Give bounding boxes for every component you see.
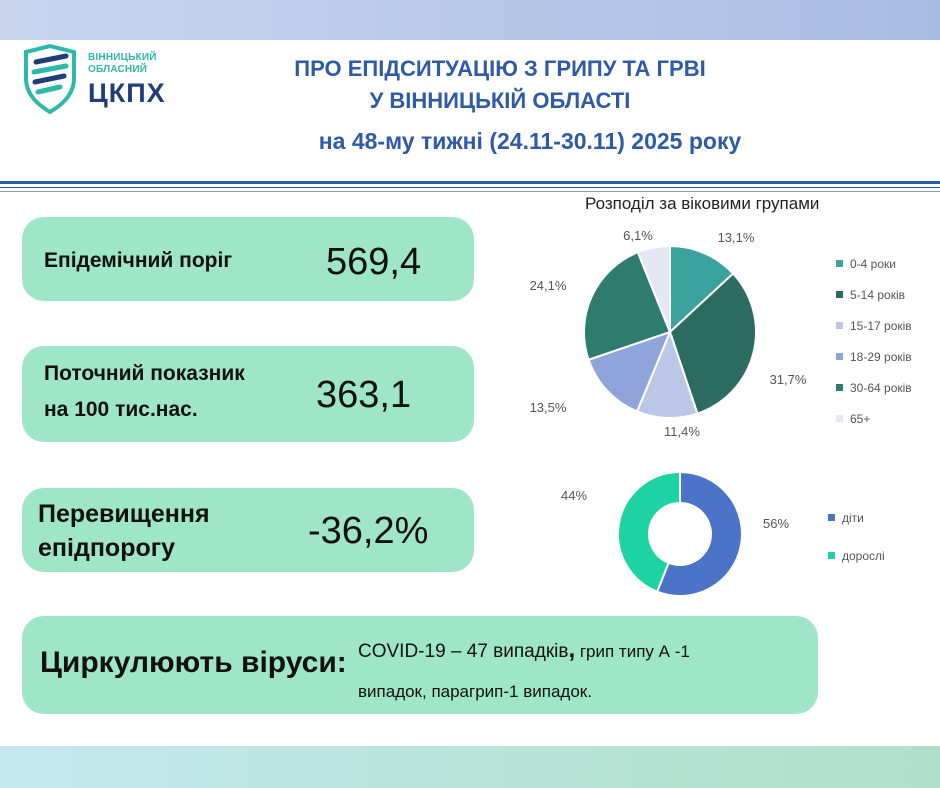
adult-child-donut-chart: 56% діти 44% дорослі	[561, 470, 885, 597]
threshold-value: 569,4	[326, 241, 422, 283]
current-box: Поточний показник на 100 тис.нас. 363,1	[22, 346, 474, 442]
slice-label-5-14-років: 31,7%	[770, 372, 807, 387]
viruses-text: COVID-19 – 47 випадків, грип типу А -1 в…	[358, 630, 798, 712]
logo-name: ЦКПХ	[88, 78, 166, 108]
bottom-band	[0, 746, 940, 788]
page-title-line1: ПРО ЕПІДСИТУАЦІЮ З ГРИПУ ТА ГРВІ	[294, 56, 706, 81]
legend-item-15-17-років: 15-17 років	[850, 319, 912, 333]
top-band	[0, 0, 940, 40]
viruses-rest-line2: випадок, парагрип-1 випадок.	[358, 682, 592, 701]
slice-label-діти: 56%	[763, 516, 789, 531]
threshold-label: Епідемічний поріг	[44, 249, 233, 272]
divider-thin	[0, 187, 940, 188]
excess-value: -36,2%	[308, 510, 429, 552]
legend-item-65: 65+	[850, 412, 870, 426]
legend-item-0-4-роки: 0-4 роки	[850, 257, 896, 271]
viruses-label: Циркулюють віруси:	[40, 646, 347, 679]
legend-item-18-29-років: 18-29 років	[850, 350, 912, 364]
slice-label-15-17-років: 11,4%	[664, 424, 700, 439]
current-label-line2: на 100 тис.нас.	[44, 398, 198, 421]
legend-swatch-30-64-років	[836, 384, 843, 391]
divider-thin-2	[0, 191, 940, 192]
excess-label-line2: епідпорогу	[38, 534, 176, 562]
threshold-box: Епідемічний поріг 569,4	[22, 217, 474, 301]
viruses-comma: ,	[568, 636, 576, 663]
legend-item-діти: діти	[842, 511, 864, 525]
age-pie-chart: 13,1% 0-4 роки 31,7% 5-14 років 11,4% 15-17 р…	[530, 228, 912, 439]
legend-swatch-5-14-років	[836, 291, 843, 298]
viruses-rest-line1: грип типу А -1	[575, 642, 690, 661]
shield-icon	[24, 44, 76, 114]
current-value: 363,1	[316, 374, 412, 416]
slice-label-65: 6,1%	[623, 228, 653, 243]
page-title-line2: У ВІННИЦЬКІЙ ОБЛАСТІ	[369, 88, 631, 113]
slice-label-дорослі: 44%	[561, 488, 587, 503]
viruses-covid: COVID-19 – 47 випадків	[358, 641, 569, 662]
slice-5-14-років	[668, 272, 757, 415]
page-subtitle: на 48-му тижні (24.11-30.11) 2025 року	[318, 128, 742, 154]
excess-label-line1: Перевищення	[38, 500, 210, 528]
legend-swatch-діти	[828, 514, 835, 521]
legend-swatch-15-17-років	[836, 322, 843, 329]
slice-18-29-років	[587, 330, 672, 413]
legend-item-30-64-років: 30-64 років	[850, 381, 912, 395]
legend-swatch-18-29-років	[836, 353, 843, 360]
legend-item-дорослі: дорослі	[842, 549, 885, 563]
slice-label-30-64-років: 24,1%	[530, 278, 567, 293]
slice-дорослі	[617, 470, 681, 593]
excess-box: Перевищення епідпорогу -36,2%	[22, 488, 474, 572]
slice-65	[636, 244, 671, 333]
logo-line1: ВІННИЦЬКИЙ	[88, 52, 157, 63]
slice-діти	[655, 470, 743, 597]
slice-0-4-роки	[669, 244, 735, 335]
logo: ВІННИЦЬКИЙ ОБЛАСНИЙ ЦКПХ	[20, 44, 200, 114]
legend-swatch-дорослі	[828, 552, 835, 559]
current-label-line1: Поточний показник	[44, 362, 245, 385]
slice-label-18-29-років: 13,5%	[530, 400, 567, 415]
logo-line2: ОБЛАСНИЙ	[88, 64, 148, 75]
viruses-box	[22, 616, 818, 714]
legend-swatch-65	[836, 415, 843, 422]
slice-label-0-4-роки: 13,1%	[718, 230, 755, 245]
age-chart-title: Розподіл за віковими групами	[585, 194, 820, 213]
divider-thick	[0, 181, 940, 184]
legend-item-5-14-років: 5-14 років	[850, 288, 905, 302]
legend-swatch-0-4-роки	[836, 260, 843, 267]
